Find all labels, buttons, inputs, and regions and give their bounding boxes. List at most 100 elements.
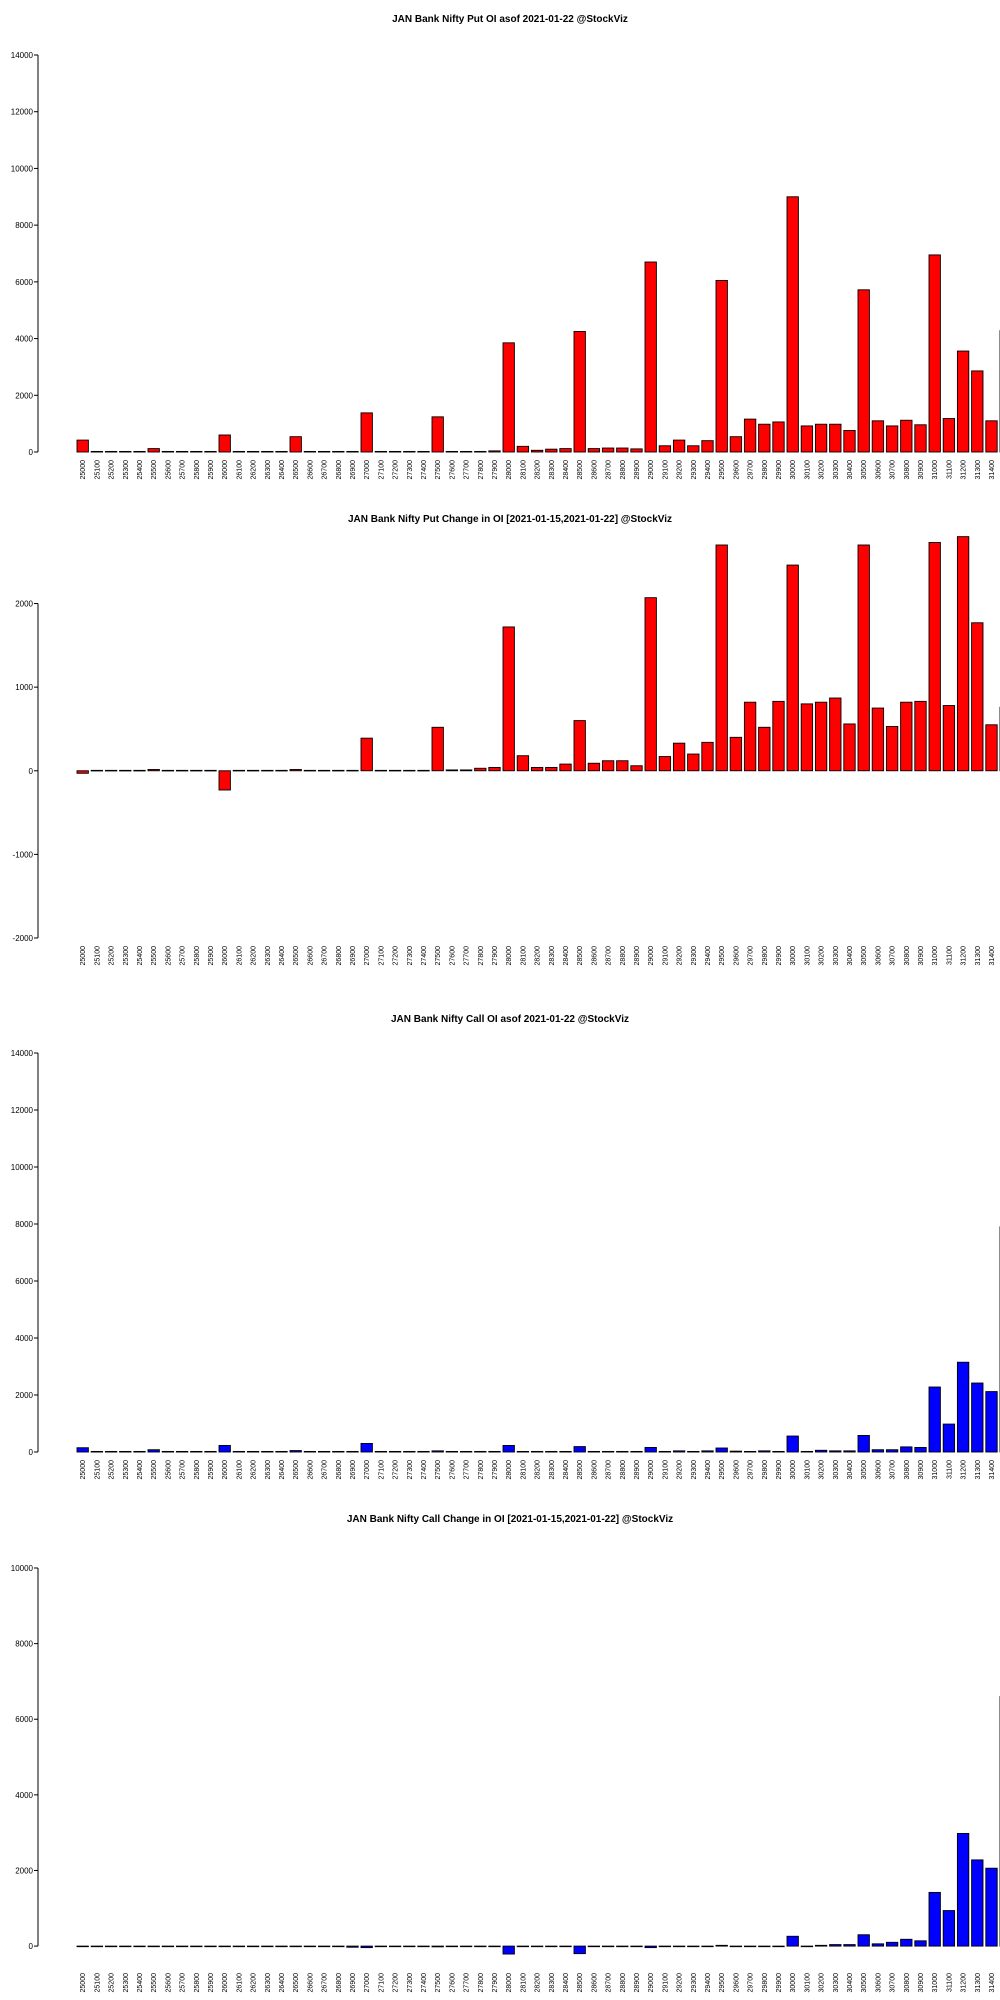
x-tick-label: 26500 bbox=[293, 1973, 300, 1993]
x-tick-label: 25100 bbox=[94, 1460, 101, 1480]
x-tick-label: 25000 bbox=[80, 460, 87, 480]
x-tick-label: 31000 bbox=[932, 460, 939, 480]
bar bbox=[559, 1450, 572, 1453]
x-tick-label: 31100 bbox=[946, 1460, 953, 1479]
bar bbox=[147, 1945, 160, 1948]
y-tick-label: 10000 bbox=[11, 1564, 34, 1573]
x-tick-label: 30300 bbox=[833, 1460, 840, 1480]
x-tick-label: 29700 bbox=[748, 1460, 755, 1480]
x-tick-label: 26700 bbox=[322, 1973, 329, 1993]
x-tick-label: 28800 bbox=[620, 1460, 627, 1480]
bar bbox=[914, 1940, 927, 1947]
x-tick-label: 25300 bbox=[123, 946, 130, 966]
bar bbox=[829, 1450, 842, 1453]
bar bbox=[289, 436, 302, 453]
x-tick-label: 27200 bbox=[393, 460, 400, 480]
bar bbox=[530, 1450, 544, 1453]
x-tick-label: 31400 bbox=[989, 1973, 996, 1993]
bar bbox=[90, 450, 104, 453]
x-tick-label: 29100 bbox=[662, 946, 669, 966]
x-tick-label: 29600 bbox=[733, 946, 740, 966]
bar bbox=[786, 1435, 799, 1453]
bar bbox=[417, 1945, 430, 1948]
x-tick-label: 26400 bbox=[279, 1973, 286, 1993]
bar bbox=[317, 769, 331, 772]
x-tick-label: 25300 bbox=[123, 460, 130, 480]
x-tick-label: 30600 bbox=[875, 1460, 882, 1480]
bar bbox=[985, 1867, 998, 1947]
bar bbox=[161, 1945, 175, 1948]
bar bbox=[871, 1449, 885, 1453]
x-tick-label: 26700 bbox=[322, 1460, 329, 1480]
x-tick-label: 26800 bbox=[336, 1460, 343, 1480]
bar bbox=[545, 1450, 558, 1453]
x-tick-label: 25200 bbox=[109, 946, 116, 966]
chart-panel: JAN Bank Nifty Put Change in OI [2021-01… bbox=[13, 514, 1000, 965]
bar bbox=[516, 1945, 530, 1948]
x-tick-label: 29600 bbox=[733, 1460, 740, 1480]
bar bbox=[800, 1945, 814, 1948]
x-tick-label: 25900 bbox=[208, 946, 215, 966]
x-tick-label: 28000 bbox=[506, 1973, 513, 1993]
bar bbox=[900, 419, 913, 453]
bar bbox=[758, 1450, 771, 1453]
x-tick-label: 30300 bbox=[833, 1973, 840, 1993]
x-tick-label: 27400 bbox=[421, 1460, 428, 1480]
bar bbox=[971, 370, 984, 453]
x-tick-label: 29400 bbox=[705, 460, 712, 480]
y-tick-label: 0 bbox=[29, 1942, 34, 1951]
chart-title: JAN Bank Nifty Call Change in OI [2021-0… bbox=[347, 1514, 673, 1525]
bar bbox=[246, 769, 260, 772]
x-tick-label: 25900 bbox=[208, 460, 215, 480]
chart-title: JAN Bank Nifty Put Change in OI [2021-01… bbox=[348, 514, 672, 525]
bar bbox=[275, 1945, 288, 1948]
x-tick-label: 25800 bbox=[194, 946, 201, 966]
bar bbox=[488, 1945, 501, 1948]
bar bbox=[232, 769, 246, 772]
x-tick-label: 30500 bbox=[861, 1973, 868, 1993]
bar bbox=[885, 425, 899, 453]
x-tick-label: 27600 bbox=[449, 460, 456, 480]
bar bbox=[332, 450, 345, 453]
x-tick-label: 27500 bbox=[435, 460, 442, 480]
x-tick-label: 28700 bbox=[606, 460, 613, 480]
x-tick-label: 27500 bbox=[435, 1973, 442, 1993]
x-tick-label: 30100 bbox=[804, 460, 811, 480]
x-tick-label: 28600 bbox=[591, 1973, 598, 1993]
bar bbox=[261, 450, 274, 453]
bar bbox=[431, 416, 444, 453]
bar bbox=[630, 765, 643, 772]
x-tick-label: 29500 bbox=[719, 460, 726, 480]
bar bbox=[445, 450, 459, 453]
x-tick-label: 27000 bbox=[364, 946, 371, 966]
bar bbox=[445, 1450, 459, 1453]
bar bbox=[76, 1447, 89, 1453]
bar bbox=[644, 261, 657, 453]
bar bbox=[743, 1450, 757, 1453]
bar bbox=[758, 726, 771, 772]
x-tick-label: 30300 bbox=[833, 460, 840, 480]
x-tick-label: 26600 bbox=[307, 1973, 314, 1993]
x-tick-label: 30800 bbox=[904, 1460, 911, 1480]
x-tick-label: 29700 bbox=[748, 946, 755, 966]
bar bbox=[516, 1450, 530, 1453]
bar bbox=[559, 448, 572, 453]
bar bbox=[573, 720, 586, 772]
bar bbox=[502, 1444, 515, 1453]
x-tick-label: 25100 bbox=[94, 460, 101, 480]
chart-panel: JAN Bank Nifty Call Change in OI [2021-0… bbox=[11, 1514, 1000, 1992]
x-tick-label: 25200 bbox=[109, 460, 116, 480]
x-tick-label: 28100 bbox=[520, 1460, 527, 1480]
x-tick-label: 30100 bbox=[804, 946, 811, 966]
y-tick-label: -1000 bbox=[13, 850, 34, 859]
x-tick-label: 29300 bbox=[691, 1460, 698, 1480]
bar bbox=[786, 1935, 799, 1947]
x-tick-label: 31100 bbox=[946, 1973, 953, 1992]
bar bbox=[687, 445, 700, 453]
bar bbox=[190, 1450, 203, 1453]
x-tick-label: 29800 bbox=[762, 460, 769, 480]
x-tick-label: 27000 bbox=[364, 1973, 371, 1993]
bar bbox=[545, 1945, 558, 1948]
bar bbox=[701, 1945, 714, 1948]
bar bbox=[119, 769, 132, 772]
